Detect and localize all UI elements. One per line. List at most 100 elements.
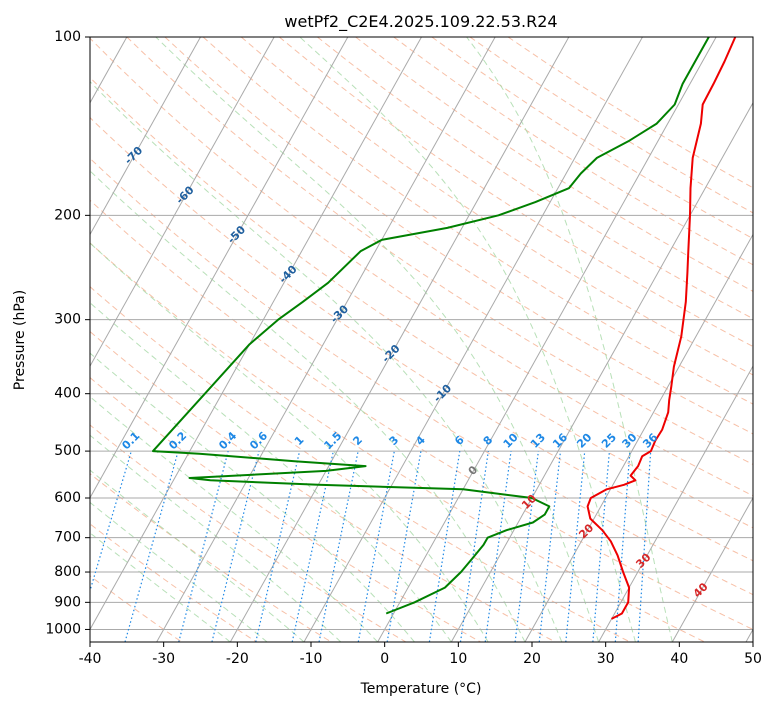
y-tick-label: 100 bbox=[54, 29, 81, 45]
dry-adiabat bbox=[469, 37, 753, 214]
moist-adiabat bbox=[466, 37, 673, 642]
y-tick-label: 300 bbox=[54, 312, 81, 328]
mixing-ratio-label: 0.4 bbox=[216, 429, 239, 452]
mixing-ratio-label: 20 bbox=[574, 430, 594, 450]
mixing-ratio-line bbox=[565, 451, 586, 642]
isotherm bbox=[229, 37, 570, 642]
x-tick-label: 50 bbox=[744, 651, 762, 667]
isotherm-label: -90 bbox=[19, 64, 42, 87]
dry-adiabat bbox=[90, 116, 753, 562]
dry-adiabat bbox=[278, 37, 753, 348]
mixing-ratio-line bbox=[124, 450, 179, 642]
moist-adiabat bbox=[90, 170, 526, 642]
dry-adiabat bbox=[90, 37, 753, 497]
y-tick-label: 800 bbox=[54, 564, 81, 580]
dry-adiabat bbox=[126, 37, 753, 465]
dry-adiabat bbox=[240, 37, 753, 376]
x-tick-label: 10 bbox=[449, 651, 467, 667]
isotherm bbox=[90, 37, 275, 368]
dry-adiabat bbox=[355, 37, 753, 292]
mixing-ratio-label: 10 bbox=[501, 430, 521, 450]
isotherm-label: 40 bbox=[691, 580, 711, 600]
dry-adiabat bbox=[90, 376, 481, 642]
mixing-ratio-line bbox=[90, 450, 132, 593]
moist-adiabat bbox=[90, 532, 231, 642]
isotherm bbox=[524, 233, 753, 642]
dry-adiabat bbox=[90, 199, 753, 630]
isotherm-label: 10 bbox=[519, 492, 539, 512]
y-tick-label: 900 bbox=[54, 594, 81, 610]
mixing-ratio-line bbox=[357, 450, 395, 642]
y-tick-label: 500 bbox=[54, 443, 81, 459]
dry-adiabat bbox=[202, 37, 753, 405]
plot-frame bbox=[89, 36, 754, 643]
dry-adiabat bbox=[90, 575, 183, 642]
isotherm bbox=[377, 37, 717, 642]
dry-adiabat bbox=[90, 330, 556, 642]
axes: -40 -30 -20 -10 0 10 20 30 40 5010020030040050060… bbox=[45, 29, 762, 667]
isotherm-label: -10 bbox=[431, 381, 454, 404]
isotherm bbox=[90, 37, 349, 499]
x-tick-label: -40 bbox=[79, 651, 102, 667]
y-tick-label: 400 bbox=[54, 386, 81, 402]
mixing-ratio-label: 1.5 bbox=[321, 429, 344, 452]
isotherm bbox=[450, 101, 753, 642]
dry-adiabat bbox=[90, 473, 332, 642]
mixing-ratio-line bbox=[592, 451, 611, 642]
isotherm-label: -60 bbox=[173, 183, 196, 206]
y-tick-label: 200 bbox=[54, 207, 81, 223]
mixing-ratio-line bbox=[386, 450, 422, 642]
mixing-ratio-line bbox=[538, 451, 562, 642]
isotherm-label: 0 bbox=[466, 463, 481, 478]
y-axis-label: Pressure (hPa) bbox=[12, 290, 28, 390]
mixing-ratio-line bbox=[178, 450, 229, 642]
isotherm-label: 20 bbox=[576, 521, 596, 541]
y-tick-label: 700 bbox=[54, 530, 81, 546]
dry-adiabat bbox=[90, 424, 407, 642]
mixing-ratio-line bbox=[318, 450, 359, 642]
moist-adiabat bbox=[90, 302, 452, 642]
mixing-ratio-line bbox=[291, 450, 334, 642]
y-tick-label: 1000 bbox=[45, 621, 81, 637]
x-tick-label: 40 bbox=[670, 651, 688, 667]
x-tick-label: 30 bbox=[597, 651, 615, 667]
mixing-ratio-label: 13 bbox=[528, 431, 548, 451]
moist-adiabat bbox=[155, 37, 600, 642]
isotherm bbox=[303, 37, 643, 642]
x-axis-label: Temperature (°C) bbox=[360, 681, 482, 697]
chart-title: wetPf2_C2E4.2025.109.22.53.R24 bbox=[284, 12, 557, 32]
temperature-line bbox=[586, 37, 737, 620]
x-tick-label: 20 bbox=[523, 651, 541, 667]
dry-adiabat bbox=[393, 37, 753, 266]
moist-adiabat bbox=[90, 396, 378, 642]
moist-adiabat bbox=[90, 352, 415, 642]
isotherm-label: -20 bbox=[379, 342, 402, 365]
dry-adiabat bbox=[90, 76, 753, 529]
isotherm-label: -40 bbox=[276, 263, 299, 286]
mixing-ratio-line bbox=[255, 450, 301, 642]
dry-adiabat bbox=[507, 37, 753, 189]
mixing-ratio-label: 25 bbox=[599, 431, 619, 451]
isotherm-label: 30 bbox=[634, 551, 654, 571]
x-tick-label: -20 bbox=[226, 651, 249, 667]
dry-adiabat bbox=[90, 157, 753, 596]
mixing-ratio-line bbox=[514, 451, 539, 642]
dry-adiabat bbox=[90, 523, 257, 642]
moist-adiabat bbox=[90, 80, 563, 642]
isotherm-label: -70 bbox=[122, 144, 145, 167]
x-tick-label: -30 bbox=[152, 651, 175, 667]
profile-lines bbox=[152, 37, 737, 620]
mixing-ratio-label: 2 bbox=[350, 433, 365, 448]
mixing-ratio-line bbox=[637, 451, 652, 642]
isotherm-label: -50 bbox=[225, 223, 248, 246]
x-tick-label: 0 bbox=[380, 651, 389, 667]
mixing-ratio-label: 3 bbox=[387, 433, 402, 448]
mixing-ratio-label: 16 bbox=[550, 430, 570, 450]
moist-adiabat bbox=[90, 242, 489, 642]
moist-adiabat bbox=[90, 434, 342, 642]
isotherm bbox=[598, 365, 753, 642]
dry-adiabat bbox=[90, 286, 631, 642]
mixing-ratio-label: 0.1 bbox=[119, 429, 142, 452]
mixing-ratio-label: 30 bbox=[620, 430, 640, 450]
